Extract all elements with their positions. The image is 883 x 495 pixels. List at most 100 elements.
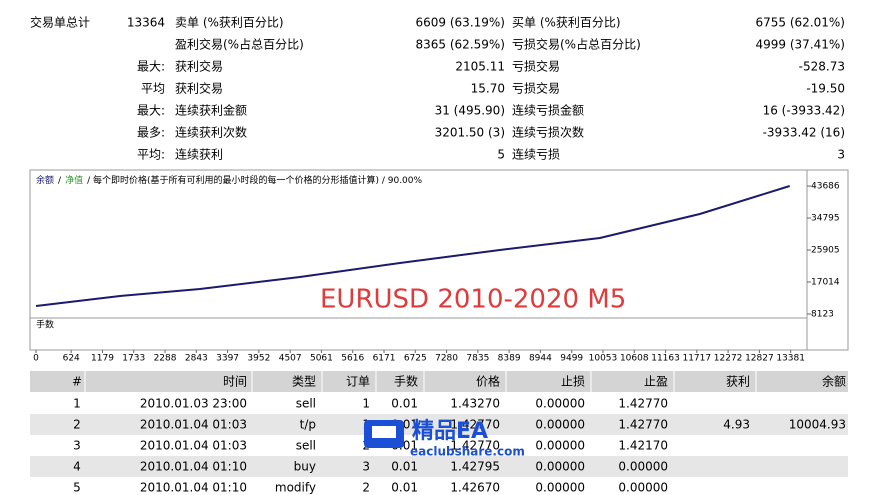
table-cell: 0.00000 [535,460,585,474]
stat-text: 8365 (62.59%) [416,38,505,52]
table-cell: sell [296,439,316,453]
table-cell: 4 [73,460,81,474]
x-tick-label: 6171 [373,354,396,364]
table-header: 价格 [476,374,500,389]
x-tick-label: 0 [33,354,39,364]
table-header: 余额 [822,374,846,389]
y-tick-label: 8123 [811,309,834,319]
stat-text: 亏损交易 [512,59,560,74]
stat-text: 6609 (63.19%) [416,16,505,30]
table-cell: 0.00000 [535,439,585,453]
x-tick-label: 6725 [404,354,427,364]
x-tick-label: 11717 [682,354,711,364]
x-tick-label: 12827 [745,354,774,364]
table-cell: modify [275,481,316,495]
stat-text: 卖单 (%获利百分比) [175,16,284,30]
table-cell: buy [294,460,316,474]
y-tick-label: 17014 [811,277,840,287]
stat-text: 最大: [137,104,165,118]
table-header: 时间 [223,375,247,389]
stat-text: 获利交易 [175,59,223,74]
stat-text: 连续亏损次数 [512,125,584,140]
x-tick-label: 2288 [154,354,177,364]
legend-note: / 每个即时价格(基于所有可利用的最小时段的每一个价格的分形插值计算) / 90… [87,174,422,186]
x-tick-label: 2843 [185,354,208,364]
table-header: 订单 [346,375,370,389]
table-cell: 0.00000 [535,397,585,411]
stat-text: 连续获利次数 [175,125,247,140]
table-cell: 1 [362,397,370,411]
x-tick-label: 7280 [435,354,458,364]
stat-text: 3 [837,148,845,162]
table-cell: 3 [73,439,81,453]
stat-text: 3201.50 (3) [435,126,505,140]
table-cell: 1.42770 [618,418,668,432]
y-tick-label: 34795 [811,214,840,224]
stat-text: 15.70 [471,82,505,96]
watermark-site: eaclubshare.com [410,445,525,459]
x-tick-label: 3397 [216,354,239,364]
stat-text: 16 (-3933.42) [763,104,845,118]
legend-balance: 余额 [36,174,54,186]
stat-text: 4999 (37.41%) [756,38,845,52]
table-cell: t/p [300,418,316,432]
stat-text: 盈利交易(%占总百分比) [175,37,304,52]
stat-text: 最大: [137,60,165,74]
table-cell: 1.42795 [450,460,500,474]
x-tick-label: 7835 [466,354,489,364]
table-cell: 0.00000 [535,418,585,432]
table-cell: 1.42770 [450,439,500,453]
x-tick-label: 4507 [279,354,302,364]
stat-text: 获利交易 [175,81,223,96]
watermark-brand: 精品EA [412,418,488,444]
x-tick-label: 5061 [310,354,333,364]
x-tick-label: 1733 [122,354,145,364]
y-tick-label: 25905 [811,246,840,256]
chart-frame [29,169,849,351]
table-cell: 2010.01.04 01:10 [140,481,247,495]
table-header: 类型 [292,375,316,389]
table-cell: 2010.01.03 23:00 [140,397,247,411]
table-cell: 1.42670 [450,481,500,495]
table-cell: 2010.01.04 01:03 [140,439,247,453]
x-tick-label: 3952 [247,354,270,364]
table-cell: 4.93 [723,418,750,432]
stat-text: 2105.11 [455,60,505,74]
table-cell: 0.00000 [535,481,585,495]
row-bg [30,456,848,477]
table-cell: 10004.93 [789,418,846,432]
y-tick-label: 43686 [811,182,840,192]
table-cell: 0.01 [391,397,418,411]
table-cell: 5 [73,481,81,495]
table-header-bg [30,371,848,392]
volume-label: 手数 [36,319,54,331]
x-tick-label: 11163 [651,354,680,364]
table-header: 手数 [394,374,418,389]
stat-text: 31 (495.90) [435,104,505,118]
table-cell: 0.00000 [618,481,668,495]
table-cell: 1.42170 [618,439,668,453]
table-cell: 3 [362,460,370,474]
stat-text: 亏损交易(%占总百分比) [512,37,641,52]
table-header: 止盈 [644,375,668,389]
stat-text: 亏损交易 [512,81,560,96]
table-cell: 0.01 [391,460,418,474]
table-header: 获利 [726,375,750,389]
row-bg [30,414,848,435]
table-cell: 2 [362,481,370,495]
table-cell: 0.00000 [618,460,668,474]
stat-text: -528.73 [799,60,845,74]
table-cell: 1.43270 [450,397,500,411]
stat-text: 平均 [141,82,165,96]
table-cell: 0.01 [391,481,418,495]
chart-legend: 余额 / 净值 / 每个即时价格(基于所有可利用的最小时段的每一个价格的分形插值计算)… [36,174,423,186]
x-tick-label: 1179 [91,354,114,364]
stat-text: -19.50 [806,82,845,96]
table-cell: 2 [73,418,81,432]
x-tick-label: 624 [63,354,80,364]
legend-sep: / [58,176,62,186]
table-cell: 1.42770 [450,418,500,432]
stat-text: 连续获利金额 [175,103,247,118]
x-tick-label: 13381 [776,354,805,364]
